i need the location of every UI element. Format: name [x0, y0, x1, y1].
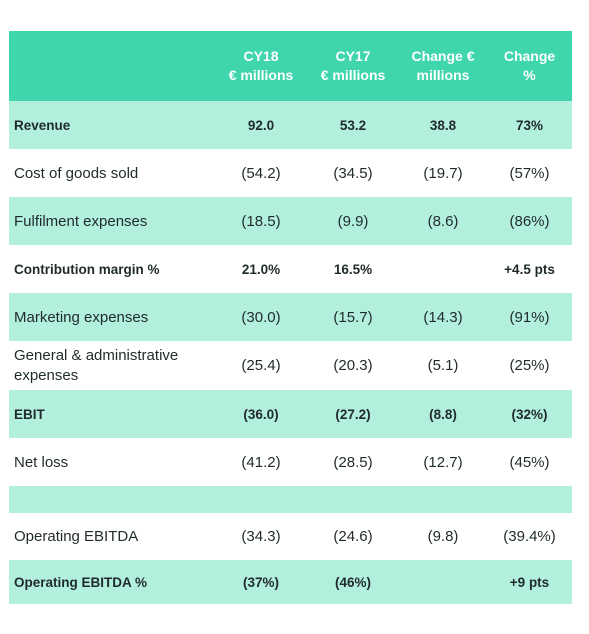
cell-change-eur: (19.7) [423, 164, 463, 182]
cell-change-eur: (12.7) [423, 453, 463, 471]
cell-cy18: (30.0) [241, 308, 281, 326]
table-row-spacer [9, 486, 572, 513]
cell-cy18: (54.2) [241, 164, 281, 182]
row-label: Operating EBITDA [14, 528, 139, 545]
cell-change-pct: (86%) [509, 212, 550, 230]
header-cy17: CY17 € millions [307, 47, 399, 85]
cell-cy18: 21.0% [241, 261, 281, 277]
cell-change-eur: (5.1) [427, 357, 459, 374]
header-change-pct-line1: Change [503, 48, 556, 64]
cell-cy18: (34.3) [241, 528, 281, 545]
row-label: Operating EBITDA % [14, 574, 148, 590]
row-label: Marketing expenses [14, 308, 149, 326]
table-row-revenue: Revenue 92.0 53.2 38.8 73% [9, 101, 572, 149]
table-row-contribution-margin: Contribution margin % 21.0% 16.5% +4.5 p… [9, 245, 572, 293]
cell-cy17: (24.6) [333, 528, 373, 545]
header-change-pct-line2: % [523, 67, 536, 83]
row-label: Net loss [14, 453, 69, 471]
table-row-ebit: EBIT (36.0) (27.2) (8.8) (32%) [9, 390, 572, 438]
header-cy18-line2: € millions [228, 67, 294, 83]
header-cy17-line2: € millions [320, 67, 386, 83]
row-label: General & administrative expenses [14, 346, 179, 384]
cell-change-eur: (8.8) [429, 406, 457, 422]
cell-cy17: 53.2 [339, 117, 367, 133]
cell-change-eur: 38.8 [429, 117, 457, 133]
cell-cy18: (36.0) [243, 406, 279, 422]
table-row-marketing: Marketing expenses (30.0) (15.7) (14.3) … [9, 293, 572, 341]
header-change-eur-line2: millions [416, 67, 470, 83]
cell-change-pct: (39.4%) [503, 528, 556, 545]
cell-change-pct: +9 pts [509, 574, 550, 590]
header-change-eur: Change € millions [399, 47, 487, 85]
cell-change-pct: (25%) [509, 357, 550, 374]
header-cy18-line1: CY18 [243, 48, 279, 64]
cell-change-eur: (8.6) [427, 212, 459, 230]
row-label: Fulfilment expenses [14, 212, 148, 230]
row-label: Revenue [14, 117, 71, 133]
table-row-net-loss: Net loss (41.2) (28.5) (12.7) (45%) [9, 438, 572, 486]
cell-change-pct: (32%) [511, 406, 548, 422]
cell-cy17: (46%) [334, 574, 371, 590]
header-cy17-line1: CY17 [335, 48, 371, 64]
cell-cy18: 92.0 [247, 117, 275, 133]
row-label: Cost of goods sold [14, 164, 139, 182]
cell-cy18: (18.5) [241, 212, 281, 230]
header-change-eur-line1: Change € [411, 48, 475, 64]
cell-change-pct: +4.5 pts [504, 261, 555, 277]
table-row-fulfilment: Fulfilment expenses (18.5) (9.9) (8.6) (… [9, 197, 572, 245]
row-label: EBIT [14, 406, 45, 422]
row-label: Contribution margin % [14, 261, 160, 277]
cell-cy17: (28.5) [333, 453, 373, 471]
cell-cy17: (9.9) [337, 212, 369, 230]
header-cy18: CY18 € millions [215, 47, 307, 85]
financial-table: CY18 € millions CY17 € millions Change €… [9, 31, 572, 604]
cell-cy17: (27.2) [335, 406, 371, 422]
cell-cy17: 16.5% [333, 261, 373, 277]
cell-cy18: (37%) [242, 574, 279, 590]
cell-change-pct: (91%) [509, 308, 550, 326]
cell-change-eur: (14.3) [423, 308, 463, 326]
cell-change-pct: (57%) [509, 164, 550, 182]
table-row-cogs: Cost of goods sold (54.2) (34.5) (19.7) … [9, 149, 572, 197]
cell-cy18: (41.2) [241, 453, 281, 471]
cell-change-pct: 73% [515, 117, 544, 133]
table-row-g-and-a: General & administrative expenses (25.4)… [9, 341, 572, 390]
cell-cy17: (15.7) [333, 308, 373, 326]
header-change-pct: Change % [487, 47, 572, 85]
table-header: CY18 € millions CY17 € millions Change €… [9, 31, 572, 101]
table-row-operating-ebitda-pct: Operating EBITDA % (37%) (46%) +9 pts [9, 560, 572, 604]
cell-change-eur: (9.8) [427, 528, 459, 545]
table-row-operating-ebitda: Operating EBITDA (34.3) (24.6) (9.8) (39… [9, 513, 572, 560]
cell-cy18: (25.4) [241, 357, 281, 374]
cell-cy17: (20.3) [333, 357, 373, 374]
cell-cy17: (34.5) [333, 164, 373, 182]
cell-change-pct: (45%) [509, 453, 550, 471]
